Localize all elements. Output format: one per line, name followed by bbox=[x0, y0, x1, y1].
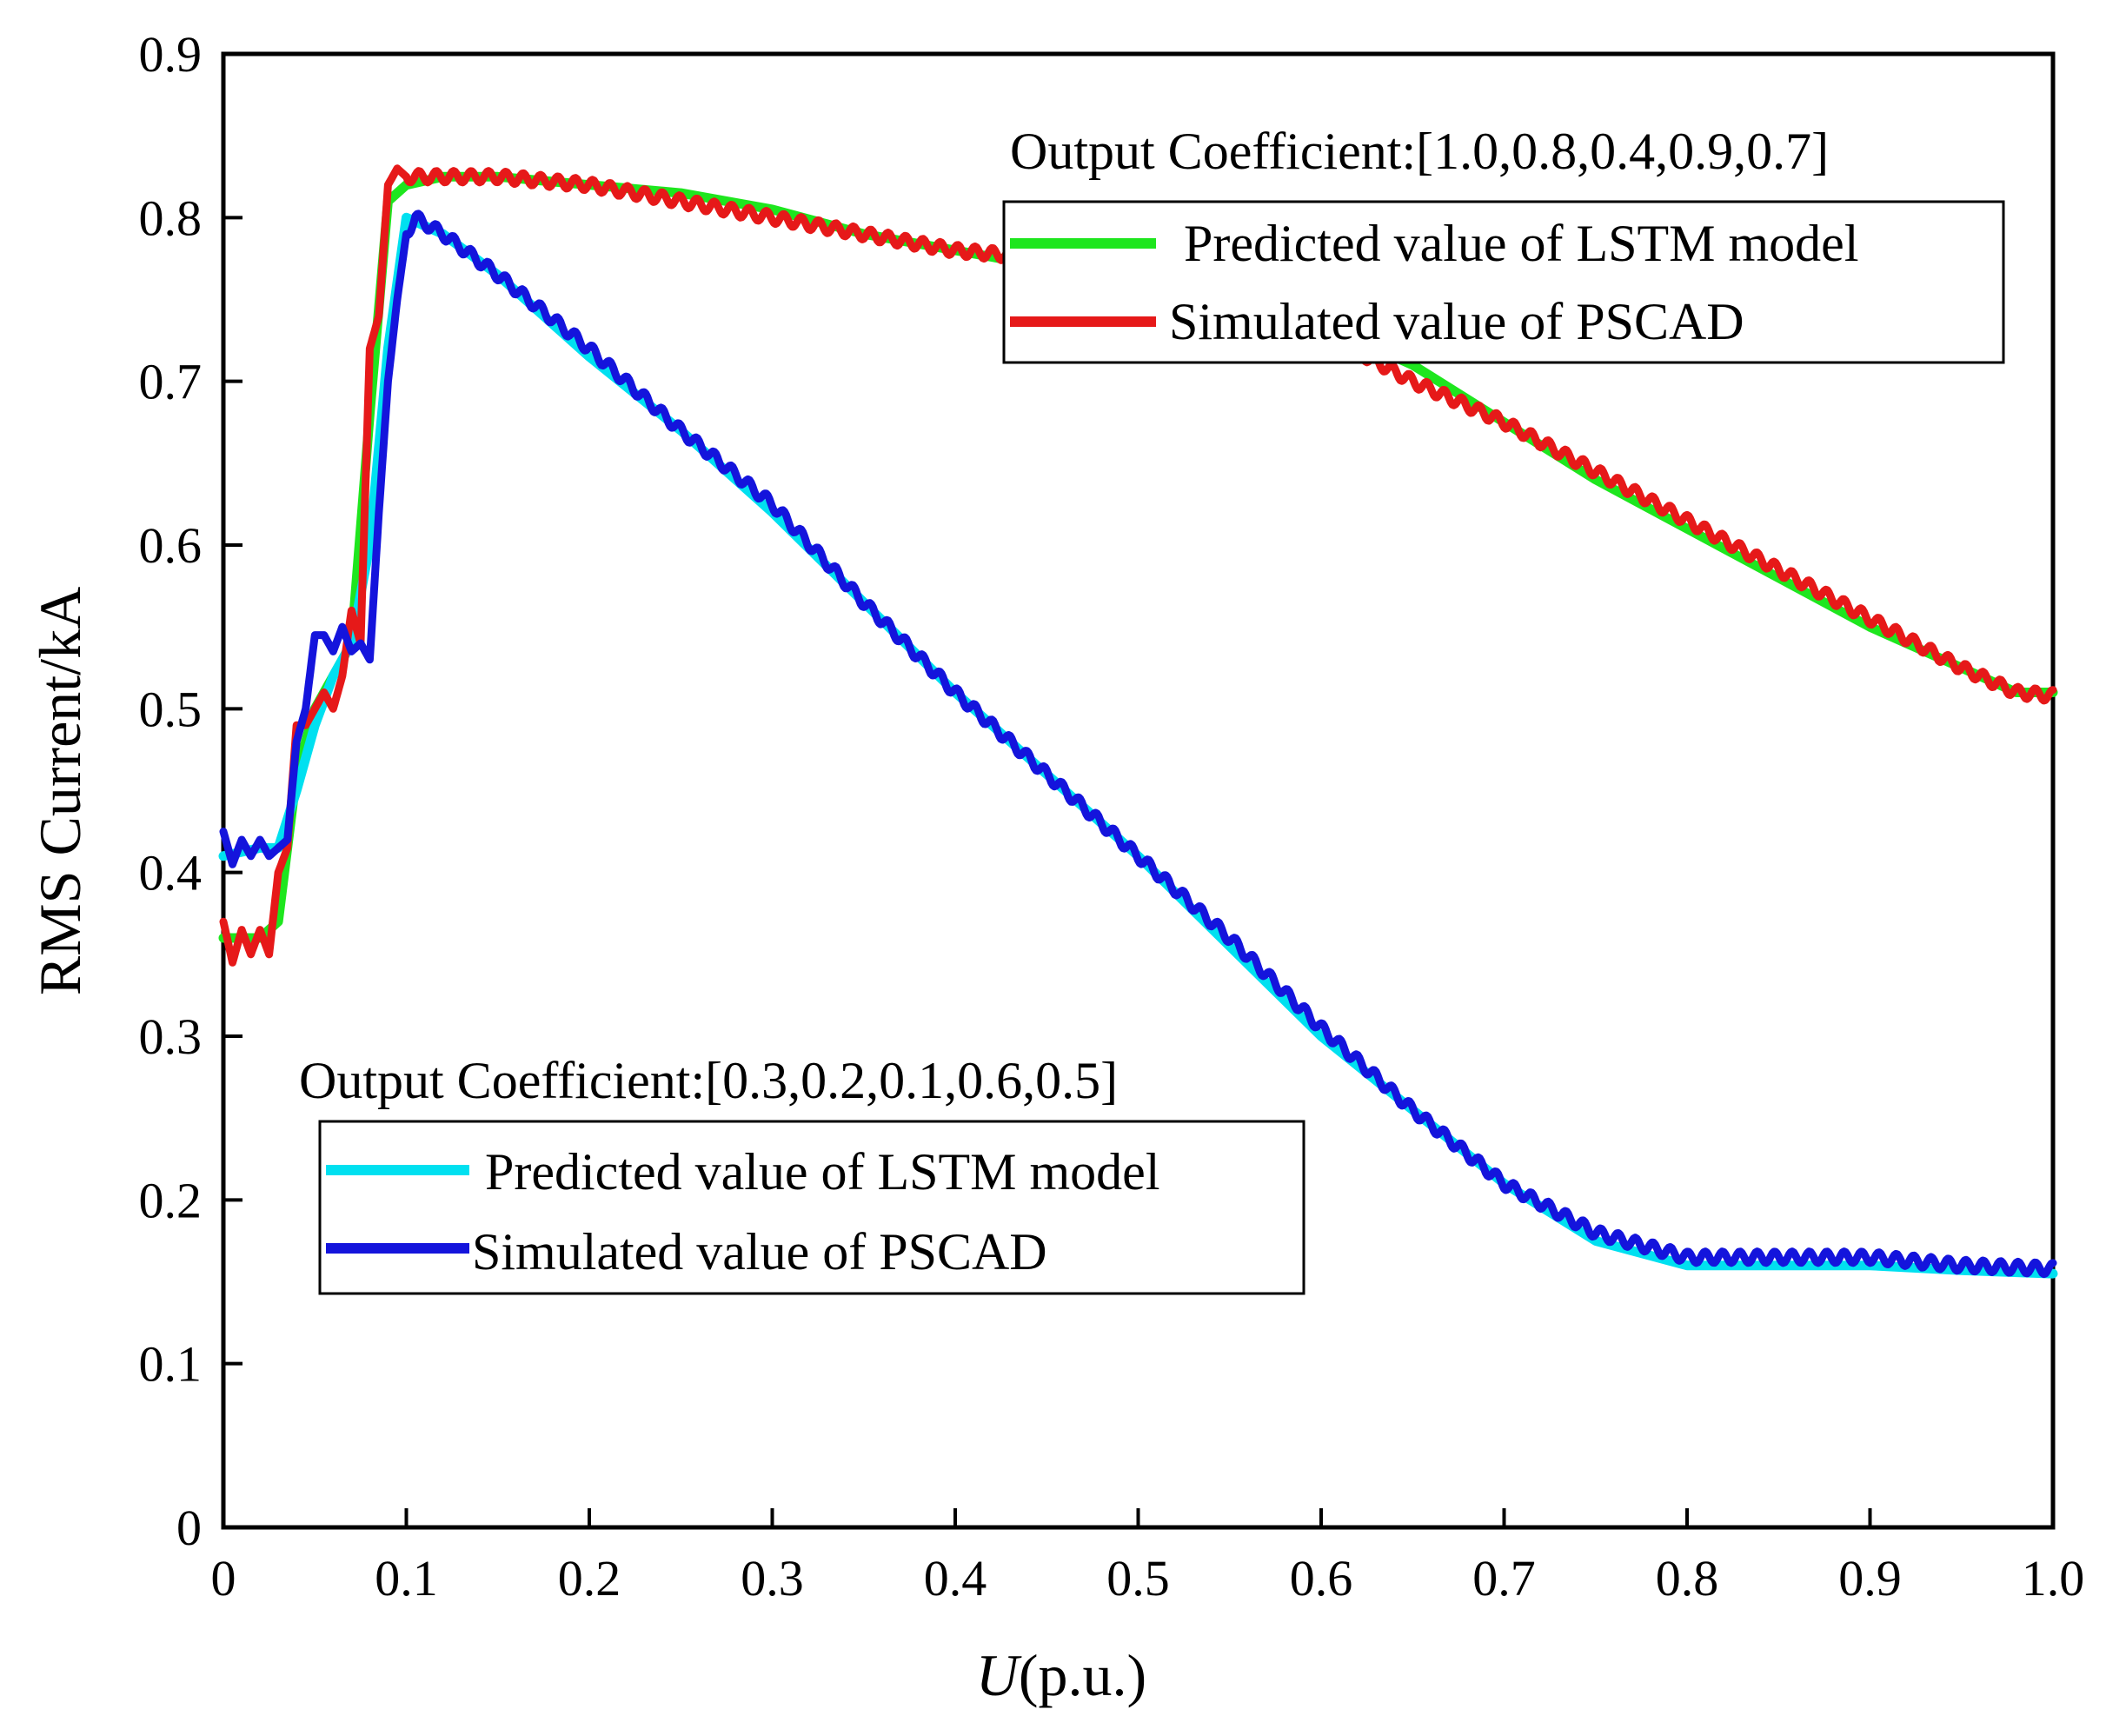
legend-top-label-simulated: Simulated value of PSCAD bbox=[1169, 293, 1744, 350]
x-tick-label: 0.8 bbox=[1656, 1550, 1719, 1606]
legend-top-label-predicted: Predicted value of LSTM model bbox=[1184, 215, 1858, 272]
x-axis-label: U(p.u.) bbox=[976, 1642, 1146, 1708]
x-axis-label-variable: U bbox=[976, 1642, 1022, 1708]
x-tick-label: 0.3 bbox=[741, 1550, 804, 1606]
y-tick-label: 0.8 bbox=[139, 190, 203, 246]
y-tick-label: 0 bbox=[176, 1500, 202, 1556]
legend-bottom-box bbox=[318, 1120, 1305, 1295]
series-low-pscad-simulated bbox=[219, 210, 2057, 1279]
legend-top-box bbox=[1002, 200, 2005, 364]
y-tick-label: 0.2 bbox=[139, 1172, 203, 1228]
x-tick-label: 0.5 bbox=[1106, 1550, 1170, 1606]
x-tick-label: 0.6 bbox=[1290, 1550, 1353, 1606]
x-tick-label: 0.9 bbox=[1838, 1550, 1902, 1606]
x-tick-label: 0.4 bbox=[924, 1550, 987, 1606]
x-tick-label: 0 bbox=[211, 1550, 236, 1606]
legend-top-title: Output Coefficient:[1.0,0.8,0.4,0.9,0.7] bbox=[1010, 123, 1829, 180]
x-tick-label: 0.2 bbox=[558, 1550, 621, 1606]
series-low-lstm-predicted bbox=[218, 212, 2058, 1279]
y-tick-label: 0.5 bbox=[139, 681, 203, 737]
x-tick-label: 0.7 bbox=[1472, 1550, 1536, 1606]
y-tick-label: 0.7 bbox=[139, 354, 203, 410]
x-axis-ticks: 0 0.1 0.2 0.3 0.4 0.5 0.6 0.7 0.8 0.9 1.0 bbox=[211, 1508, 2085, 1606]
y-tick-label: 0.4 bbox=[139, 845, 203, 901]
y-tick-label: 0.6 bbox=[139, 517, 203, 574]
x-tick-label: 1.0 bbox=[2022, 1550, 2085, 1606]
x-axis-label-unit: (p.u.) bbox=[1019, 1642, 1146, 1708]
y-axis-label: RMS Current/kA bbox=[27, 587, 93, 995]
y-tick-label: 0.3 bbox=[139, 1008, 203, 1065]
y-axis-ticks: 0 0.1 0.2 0.3 0.4 0.5 0.6 0.7 0.8 0.9 bbox=[139, 26, 242, 1556]
legend-bottom-label-simulated: Simulated value of PSCAD bbox=[472, 1223, 1047, 1280]
legend-bottom-title: Output Coefficient:[0.3,0.2,0.1,0.6,0.5] bbox=[299, 1052, 1118, 1109]
y-tick-label: 0.1 bbox=[139, 1336, 203, 1393]
legend-bottom-label-predicted: Predicted value of LSTM model bbox=[485, 1143, 1159, 1201]
y-tick-label: 0.9 bbox=[139, 26, 203, 83]
x-tick-label: 0.1 bbox=[375, 1550, 438, 1606]
